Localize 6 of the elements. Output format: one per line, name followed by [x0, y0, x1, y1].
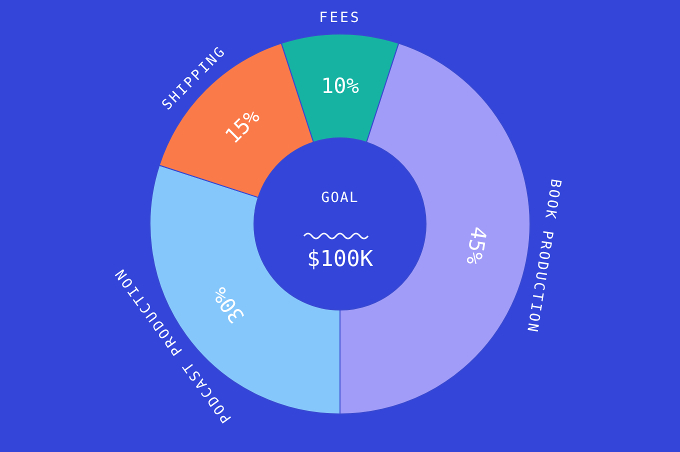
text: $100K [306, 247, 374, 272]
slice-label: FEES [319, 10, 361, 26]
data-label: 45% [461, 224, 492, 267]
data-label: 15% [220, 104, 265, 148]
text: GOAL [321, 190, 359, 206]
data-label: 10% [321, 74, 360, 98]
